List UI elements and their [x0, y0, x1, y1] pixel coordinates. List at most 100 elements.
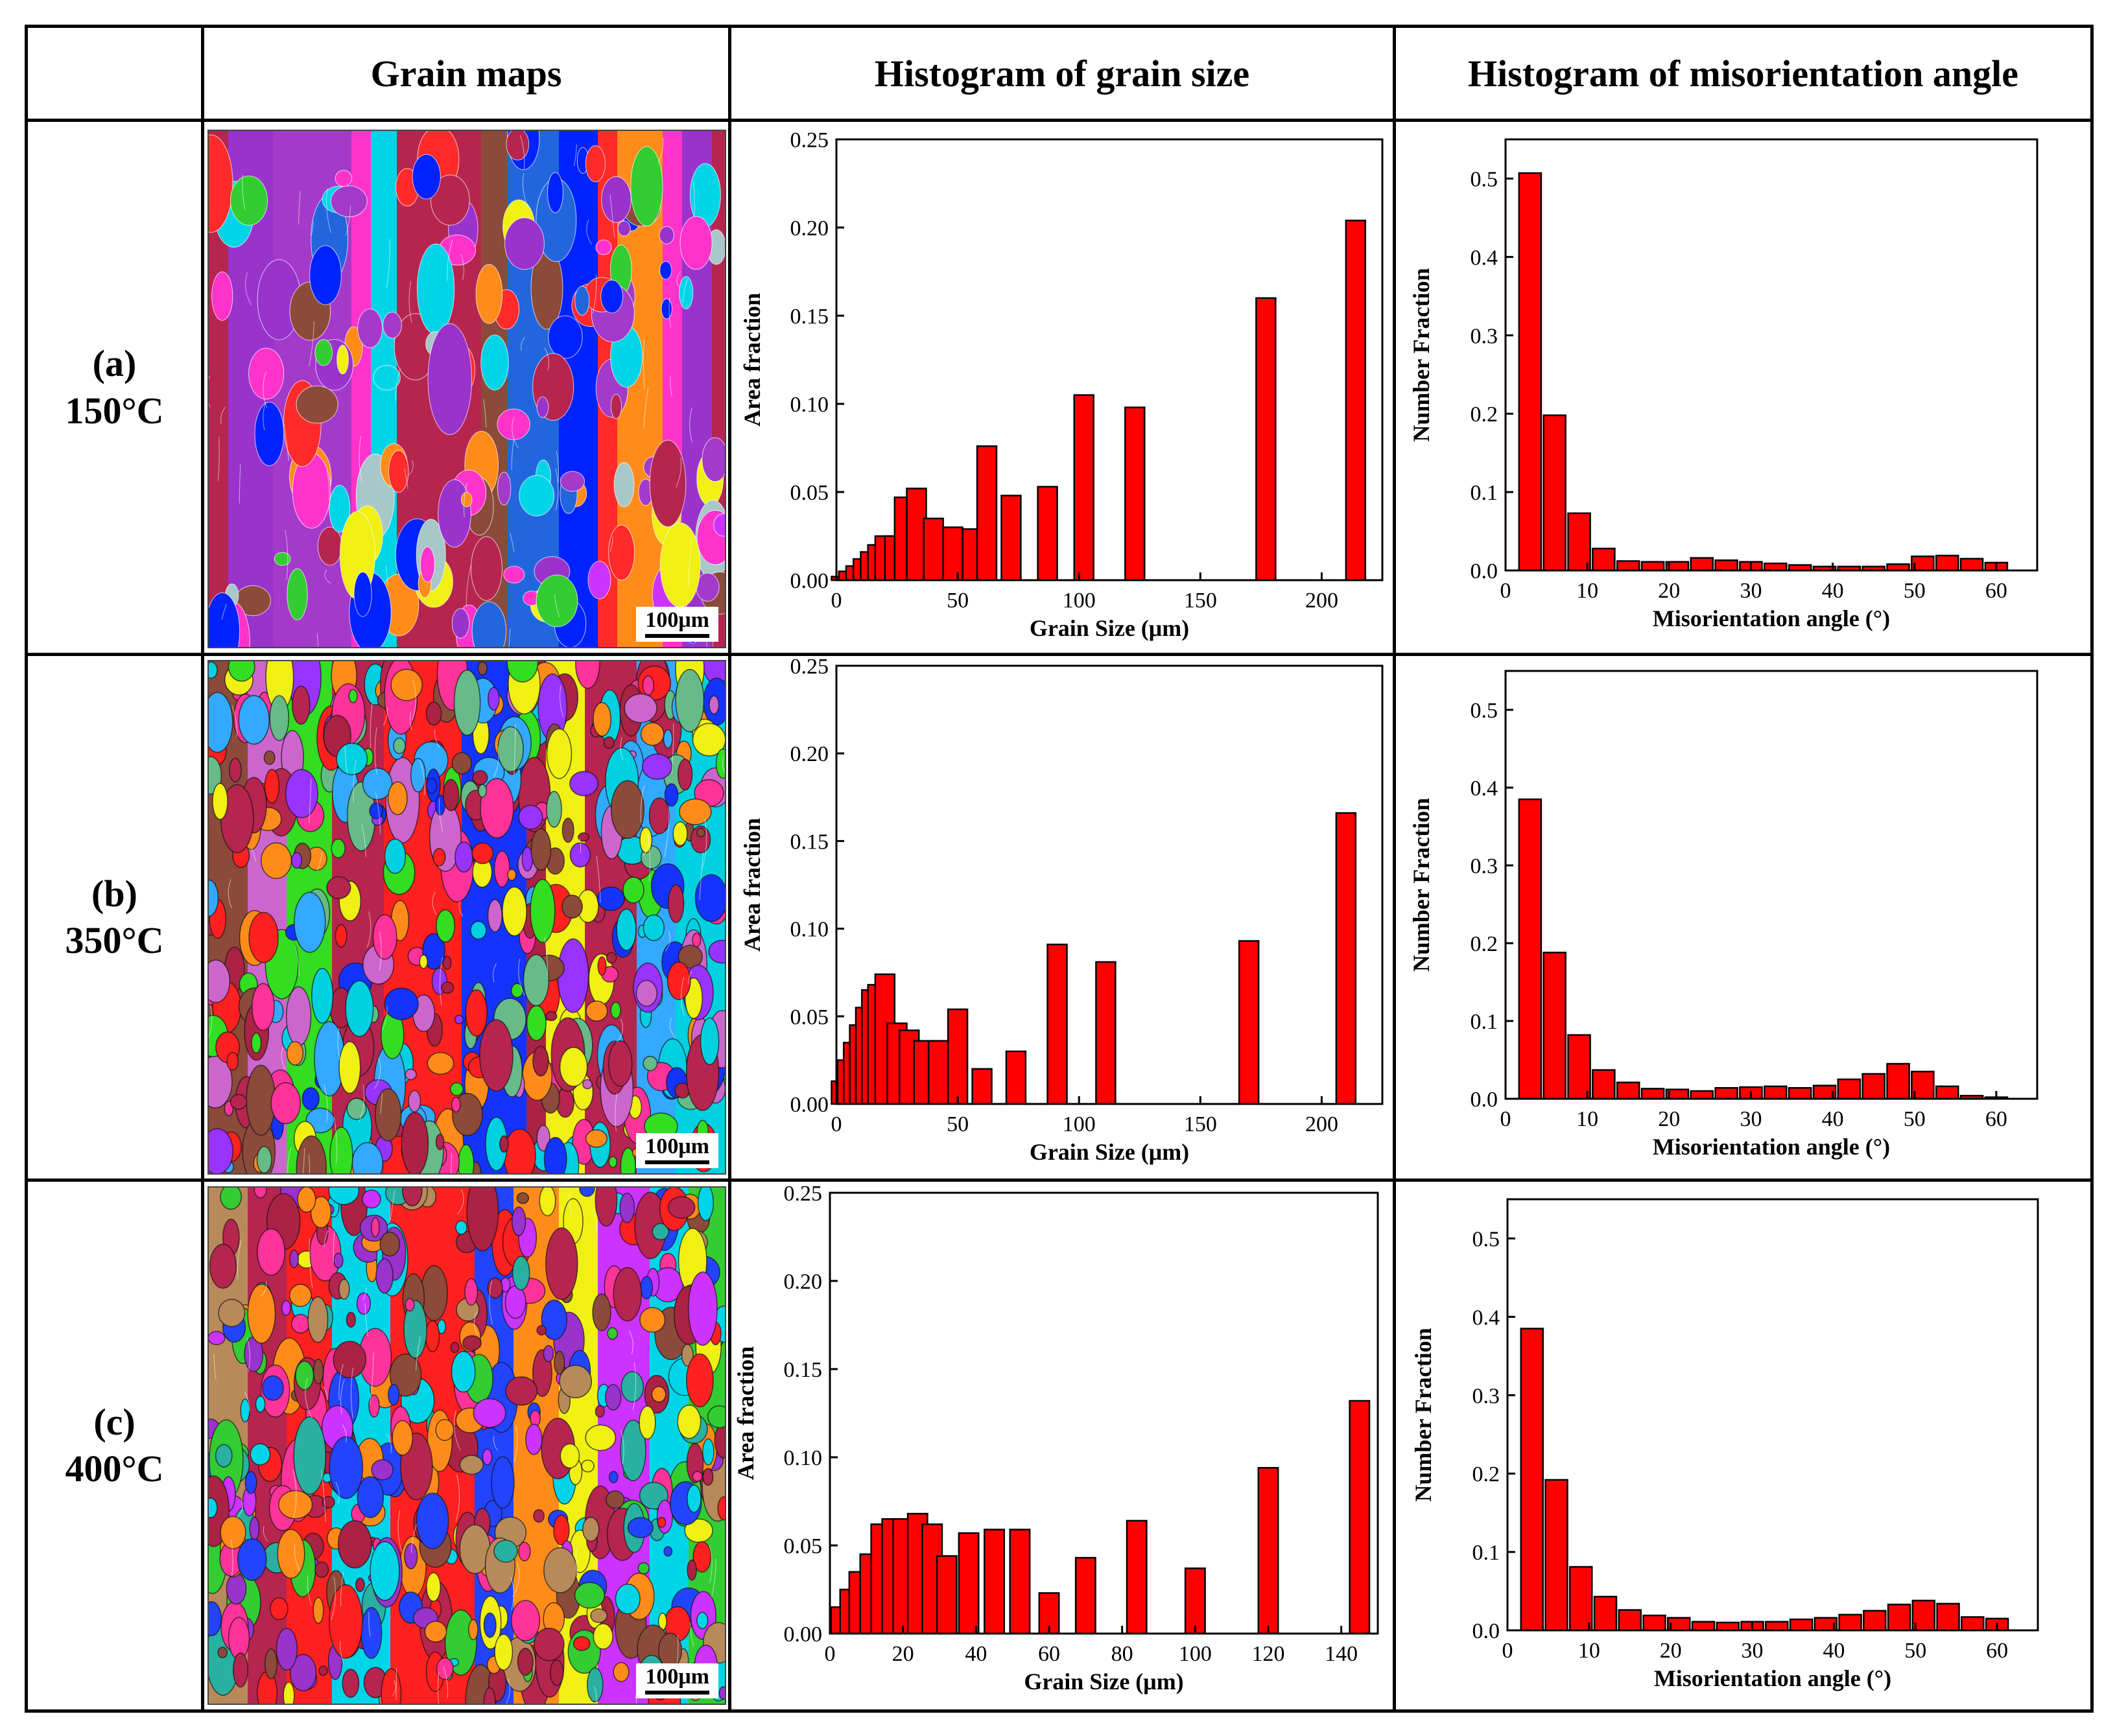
- grain-boundary: [353, 759, 357, 803]
- grain: [690, 825, 711, 854]
- grain-boundary: [518, 958, 525, 996]
- grain-boundary: [385, 565, 389, 586]
- grain-boundary: [508, 628, 511, 647]
- grain: [355, 1577, 365, 1592]
- grain: [455, 1220, 467, 1235]
- grain: [470, 921, 487, 940]
- grain: [277, 1529, 305, 1579]
- bar: [971, 1068, 993, 1105]
- grain: [371, 1217, 380, 1237]
- grain: [405, 1068, 417, 1081]
- grain-boundary: [412, 679, 416, 720]
- y-tick-label: 0.1: [1471, 481, 1498, 505]
- grain-boundary: [663, 807, 670, 858]
- grain: [432, 848, 446, 867]
- grain: [613, 462, 635, 508]
- row-label-b-id: (b): [91, 872, 137, 915]
- grain: [388, 1383, 400, 1406]
- bar: [1257, 1467, 1279, 1635]
- grain-boundary: [386, 1433, 392, 1453]
- grain-boundary: [237, 1239, 242, 1280]
- bar: [1642, 1614, 1666, 1632]
- grain-boundary: [340, 1379, 345, 1414]
- grain: [480, 778, 514, 839]
- grain-boundary: [514, 1425, 518, 1462]
- grain: [466, 1188, 499, 1252]
- row-label-a-temp: 150°C: [65, 389, 164, 432]
- grain: [622, 876, 644, 904]
- y-tick-label: 0.20: [790, 742, 829, 766]
- grain-map-a: 100μm: [207, 130, 726, 648]
- grain: [295, 1361, 314, 1390]
- header-corner: [28, 28, 201, 119]
- grain: [478, 784, 487, 798]
- chart-misorientation-c: 0.0 0.1 0.2 0.3 0.4 0.5 0 10 20 30 40 50 60 Misorient…: [1396, 1182, 2090, 1709]
- grain-map-b: 100μm: [207, 660, 726, 1175]
- table-col-divider: [728, 25, 731, 1713]
- bar: [984, 1529, 1005, 1635]
- grain: [702, 1468, 714, 1486]
- grain: [425, 777, 438, 794]
- grain: [393, 737, 406, 755]
- grain: [435, 1133, 445, 1151]
- grain: [449, 1082, 464, 1096]
- grain-boundary: [596, 856, 601, 903]
- grain: [460, 492, 473, 508]
- grain: [468, 1619, 479, 1641]
- bar: [1037, 486, 1058, 581]
- header-grain-size-histogram: Histogram of grain size: [874, 52, 1250, 95]
- grain: [256, 1145, 272, 1173]
- y-tick-label: 0.5: [1471, 699, 1498, 723]
- grain-boundary: [620, 1429, 624, 1464]
- x-tick-label: 40: [965, 1642, 987, 1666]
- grain-boundary: [209, 1005, 213, 1038]
- bar: [1518, 172, 1542, 572]
- grain-boundary: [671, 723, 674, 773]
- grain: [451, 1096, 461, 1113]
- grain-boundary: [460, 254, 464, 280]
- grain: [517, 1647, 534, 1676]
- grain: [536, 1125, 550, 1152]
- grain: [497, 726, 524, 773]
- bar: [1124, 406, 1146, 581]
- grain: [430, 174, 470, 226]
- grain: [546, 791, 562, 828]
- y-tick-label: 0.25: [790, 655, 829, 679]
- grain: [425, 1320, 440, 1353]
- grain: [238, 695, 270, 745]
- grain-boundary: [483, 399, 487, 428]
- y-axis-label: Area fraction: [733, 1346, 759, 1480]
- grain: [270, 1082, 301, 1125]
- grain: [450, 1342, 460, 1354]
- bar: [1544, 1479, 1568, 1632]
- table-col-divider: [1393, 25, 1396, 1713]
- x-tick-label: 0: [1502, 1639, 1513, 1663]
- grain: [220, 1188, 242, 1210]
- bar: [942, 526, 963, 581]
- grain-boundary: [593, 1686, 597, 1704]
- grain: [561, 895, 583, 919]
- grain: [422, 933, 445, 970]
- grain: [497, 471, 512, 506]
- grain: [585, 1129, 608, 1148]
- grain-boundary: [628, 1330, 633, 1354]
- grain: [255, 1395, 266, 1413]
- grain-boundary: [308, 1155, 310, 1173]
- grain-boundary: [443, 1666, 448, 1698]
- grain: [357, 309, 383, 348]
- grain-boundary: [643, 834, 649, 856]
- grain-boundary: [221, 604, 227, 620]
- grain-boundary: [506, 1678, 510, 1704]
- x-tick-label: 30: [1740, 579, 1762, 603]
- grain: [493, 850, 510, 887]
- grain: [247, 1284, 276, 1344]
- grain-boundary: [692, 181, 695, 215]
- grain-boundary: [231, 705, 237, 737]
- grain-boundary: [555, 468, 559, 511]
- grain: [329, 1584, 363, 1659]
- x-tick-label: 20: [1660, 1639, 1682, 1663]
- grain-boundary: [317, 852, 323, 871]
- grain: [506, 131, 530, 161]
- grain: [384, 987, 419, 1020]
- grain: [643, 1055, 658, 1072]
